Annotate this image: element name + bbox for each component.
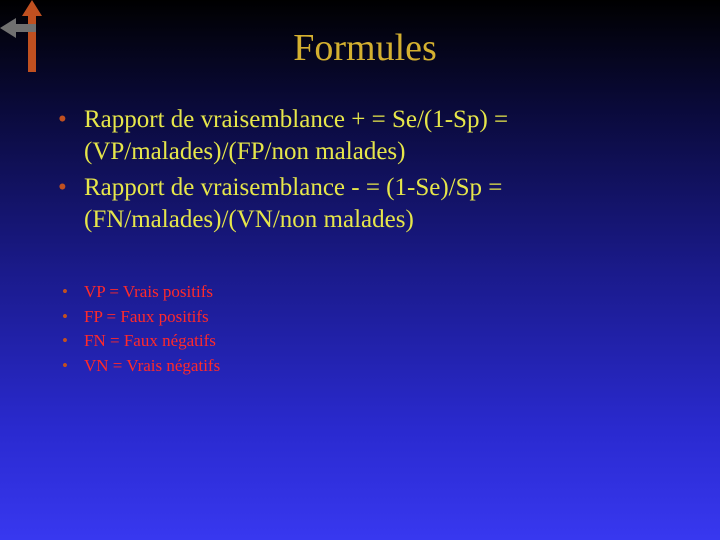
sub-bullet-list: VP = Vrais positifs FP = Faux positifs F…: [50, 280, 680, 379]
sub-bullet: FP = Faux positifs: [84, 305, 680, 330]
main-bullet-list: Rapport de vraisemblance + = Se/(1-Sp) =…: [50, 104, 680, 236]
main-bullet: Rapport de vraisemblance - = (1-Se)/Sp =…: [84, 172, 680, 236]
sub-bullet: VN = Vrais négatifs: [84, 354, 680, 379]
main-bullet: Rapport de vraisemblance + = Se/(1-Sp) =…: [84, 104, 680, 168]
slide-title: Formules: [50, 26, 680, 70]
slide: Formules Rapport de vraisemblance + = Se…: [0, 0, 720, 540]
sub-bullet: FN = Faux négatifs: [84, 329, 680, 354]
sub-bullet: VP = Vrais positifs: [84, 280, 680, 305]
